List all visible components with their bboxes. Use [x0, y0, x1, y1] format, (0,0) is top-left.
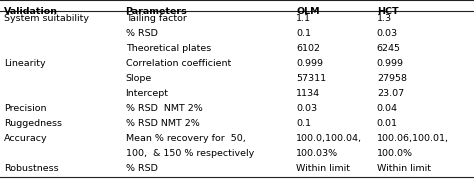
Text: 0.1: 0.1 [296, 29, 311, 38]
Text: HCT: HCT [377, 7, 399, 16]
Text: % RSD  NMT 2%: % RSD NMT 2% [126, 104, 202, 113]
Text: Ruggedness: Ruggedness [4, 119, 62, 128]
Text: 100.0%: 100.0% [377, 149, 413, 158]
Text: 0.04: 0.04 [377, 104, 398, 113]
Text: % RSD: % RSD [126, 164, 157, 173]
Text: 0.999: 0.999 [377, 59, 404, 68]
Text: 57311: 57311 [296, 74, 327, 83]
Text: Correlation coefficient: Correlation coefficient [126, 59, 231, 68]
Text: Tailing factor: Tailing factor [126, 14, 186, 23]
Text: OLM: OLM [296, 7, 320, 16]
Text: 0.999: 0.999 [296, 59, 323, 68]
Text: Parameters: Parameters [126, 7, 187, 16]
Text: 27958: 27958 [377, 74, 407, 83]
Text: % RSD NMT 2%: % RSD NMT 2% [126, 119, 200, 128]
Text: Robustness: Robustness [4, 164, 58, 173]
Text: % RSD: % RSD [126, 29, 157, 38]
Text: 6102: 6102 [296, 44, 320, 53]
Text: 1.3: 1.3 [377, 14, 392, 23]
Text: 0.03: 0.03 [296, 104, 318, 113]
Text: 0.01: 0.01 [377, 119, 398, 128]
Text: Precision: Precision [4, 104, 46, 113]
Text: Linearity: Linearity [4, 59, 46, 68]
Text: Slope: Slope [126, 74, 152, 83]
Text: 100.03%: 100.03% [296, 149, 338, 158]
Text: 100.06,100.01,: 100.06,100.01, [377, 134, 449, 143]
Text: Accuracy: Accuracy [4, 134, 47, 143]
Text: System suitability: System suitability [4, 14, 89, 23]
Text: 100,  & 150 % respectively: 100, & 150 % respectively [126, 149, 254, 158]
Text: Intercept: Intercept [126, 89, 169, 98]
Text: 100.0,100.04,: 100.0,100.04, [296, 134, 362, 143]
Text: Within limit: Within limit [377, 164, 431, 173]
Text: 0.03: 0.03 [377, 29, 398, 38]
Text: 0.1: 0.1 [296, 119, 311, 128]
Text: Within limit: Within limit [296, 164, 350, 173]
Text: 6245: 6245 [377, 44, 401, 53]
Text: 1134: 1134 [296, 89, 320, 98]
Text: 1.1: 1.1 [296, 14, 311, 23]
Text: 23.07: 23.07 [377, 89, 404, 98]
Text: Validation: Validation [4, 7, 58, 16]
Text: Theoretical plates: Theoretical plates [126, 44, 211, 53]
Text: Mean % recovery for  50,: Mean % recovery for 50, [126, 134, 246, 143]
